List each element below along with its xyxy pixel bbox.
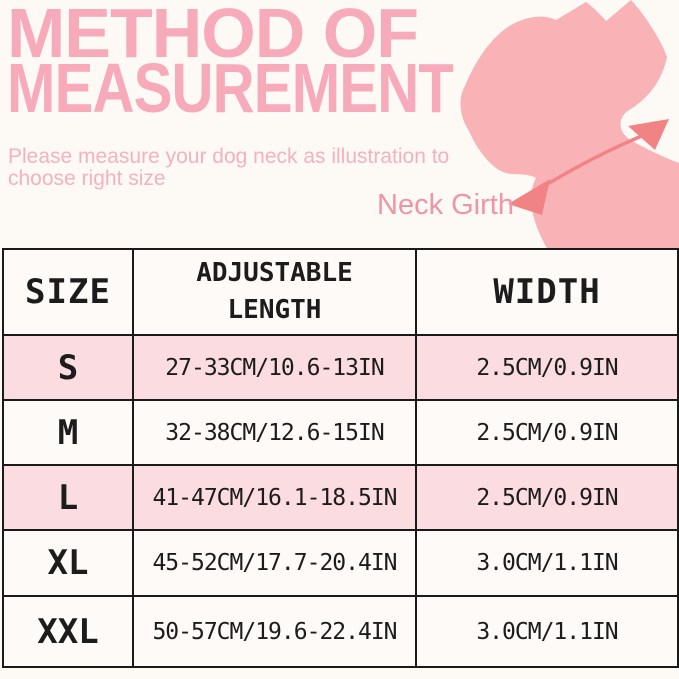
- dog-silhouette-illustration: [460, 0, 679, 250]
- width-cell: 2.5CM/0.9IN: [415, 334, 679, 401]
- table-row-l: L 41-47CM/16.1-18.5IN 2.5CM/0.9IN: [2, 464, 679, 531]
- length-cell: 50-57CM/19.6-22.4IN: [132, 595, 417, 668]
- dog-silhouette-icon: [460, 0, 679, 250]
- table-row-s: S 27-33CM/10.6-13IN 2.5CM/0.9IN: [2, 334, 679, 401]
- size-table-header: SIZE ADJUSTABLE LENGTH WIDTH: [2, 248, 679, 336]
- table-row-xxl: XXL 50-57CM/19.6-22.4IN 3.0CM/1.1IN: [2, 595, 679, 668]
- table-row-m: M 32-38CM/12.6-15IN 2.5CM/0.9IN: [2, 399, 679, 466]
- neck-measure-arrowhead-right: [628, 119, 669, 150]
- size-table-body: S 27-33CM/10.6-13IN 2.5CM/0.9IN M 32-38C…: [2, 334, 679, 668]
- column-header-size: SIZE: [2, 248, 134, 336]
- title-line-2: MEASUREMENT: [7, 49, 454, 127]
- length-cell: 32-38CM/12.6-15IN: [132, 399, 417, 466]
- neck-measure-arrowhead-left: [508, 179, 550, 215]
- length-cell: 27-33CM/10.6-13IN: [132, 334, 417, 401]
- column-header-width: WIDTH: [415, 248, 679, 336]
- page-title: METHOD OF MEASUREMENT: [7, 0, 544, 127]
- neck-girth-label: Neck Girth: [377, 189, 514, 221]
- width-cell: 2.5CM/0.9IN: [415, 464, 679, 531]
- length-cell: 41-47CM/16.1-18.5IN: [132, 464, 417, 531]
- table-row-xl: XL 45-52CM/17.7-20.4IN 3.0CM/1.1IN: [2, 529, 679, 597]
- size-cell: M: [2, 399, 134, 466]
- width-cell: 2.5CM/0.9IN: [415, 399, 679, 466]
- size-cell: XXL: [2, 595, 134, 668]
- hero-section: METHOD OF MEASUREMENT Please measure you…: [0, 0, 679, 250]
- size-cell: L: [2, 464, 134, 531]
- size-table: SIZE ADJUSTABLE LENGTH WIDTH S 27-33CM/1…: [2, 248, 679, 668]
- length-cell: 45-52CM/17.7-20.4IN: [132, 529, 417, 597]
- size-cell: S: [2, 334, 134, 401]
- header-row: SIZE ADJUSTABLE LENGTH WIDTH: [2, 248, 679, 336]
- title-line-1: METHOD OF: [7, 0, 419, 72]
- width-cell: 3.0CM/1.1IN: [415, 529, 679, 597]
- instruction-text: Please measure your dog neck as illustra…: [8, 145, 450, 190]
- width-cell: 3.0CM/1.1IN: [415, 595, 679, 668]
- column-header-adjustable-length: ADJUSTABLE LENGTH: [132, 248, 417, 336]
- size-cell: XL: [2, 529, 134, 597]
